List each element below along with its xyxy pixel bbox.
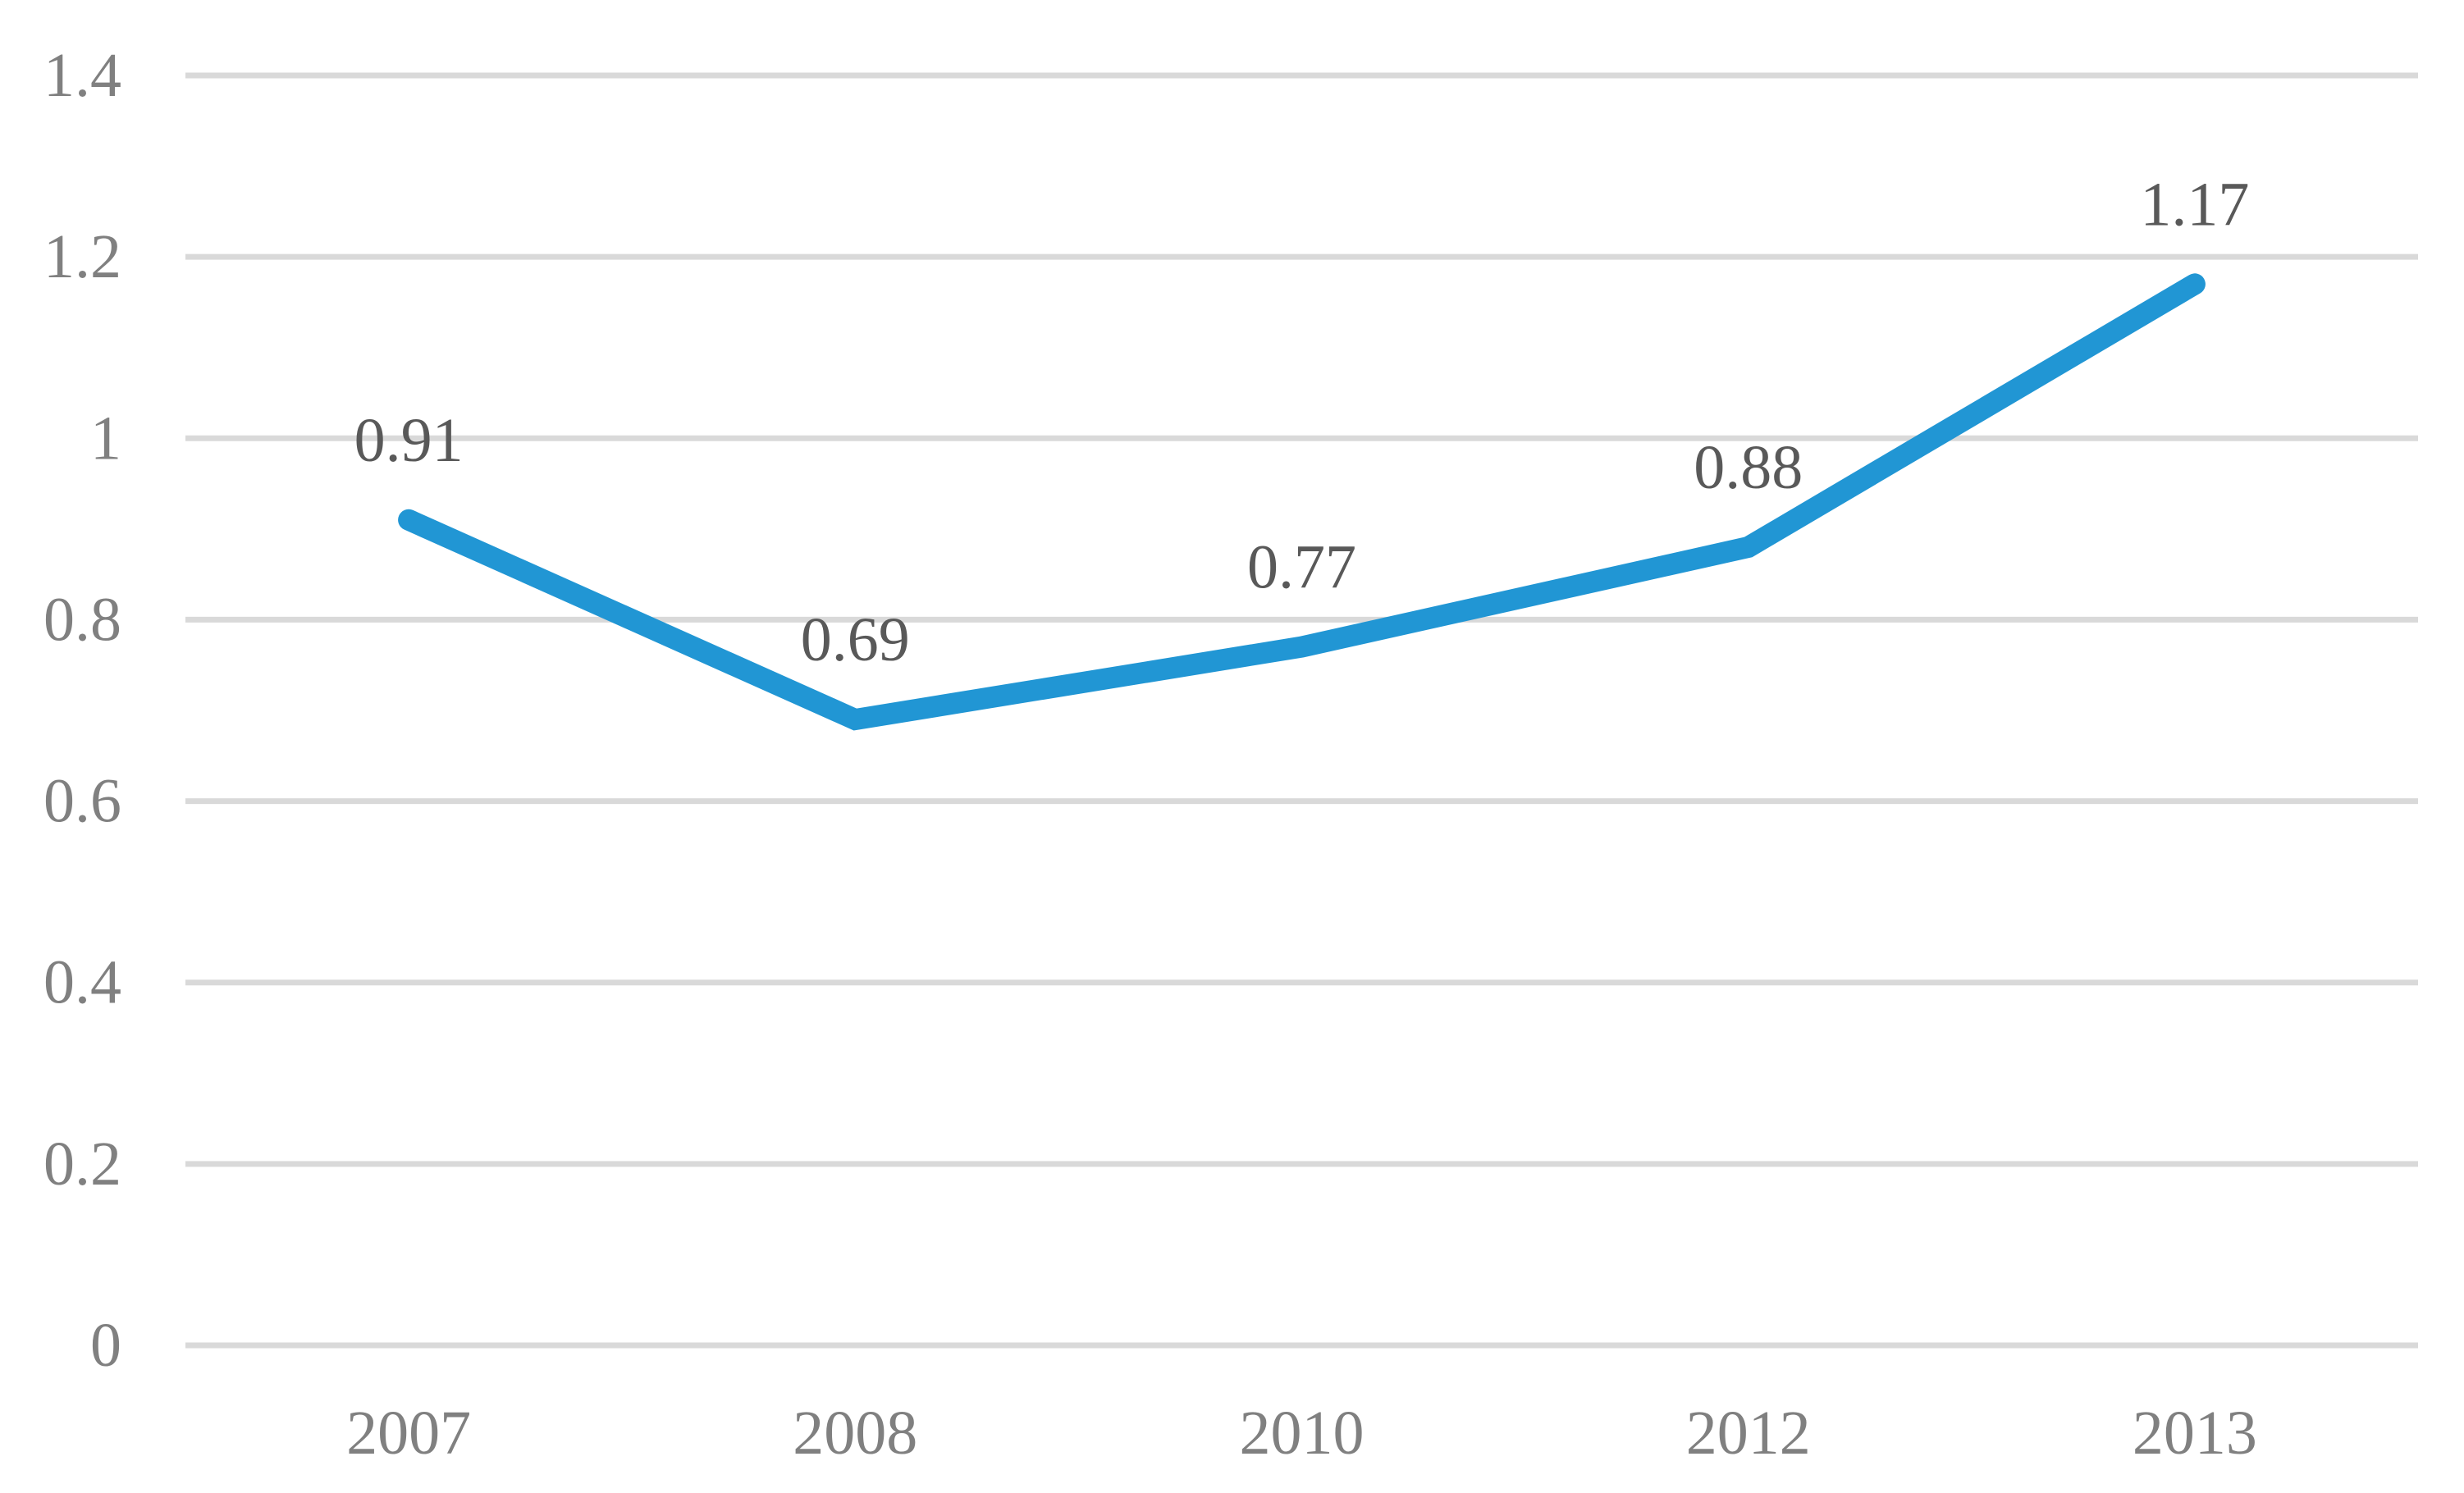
y-axis-tick-label: 0.4 xyxy=(43,948,121,1017)
x-axis-tick-label: 2008 xyxy=(793,1399,917,1468)
y-axis-tick-label: 0.2 xyxy=(43,1130,121,1199)
data-label: 0.77 xyxy=(1247,533,1356,602)
y-axis-tick-label: 0.8 xyxy=(43,585,121,654)
x-axis-tick-label: 2010 xyxy=(1240,1399,1365,1468)
x-axis-tick-label: 2007 xyxy=(346,1399,471,1468)
y-axis-tick-label: 1 xyxy=(90,404,121,473)
x-axis-tick-label: 2012 xyxy=(1686,1399,1811,1468)
data-label: 1.17 xyxy=(2140,170,2249,239)
data-label: 0.88 xyxy=(1694,433,1803,502)
y-axis-tick-label: 1.4 xyxy=(43,41,121,110)
y-axis-tick-label: 1.2 xyxy=(43,222,121,291)
x-axis-tick-label: 2013 xyxy=(2133,1399,2257,1468)
y-axis-tick-label: 0.6 xyxy=(43,767,121,836)
data-label: 0.69 xyxy=(801,605,910,674)
y-axis-tick-label: 0 xyxy=(90,1311,121,1380)
data-label: 0.91 xyxy=(354,406,464,475)
series-line xyxy=(398,273,2206,731)
